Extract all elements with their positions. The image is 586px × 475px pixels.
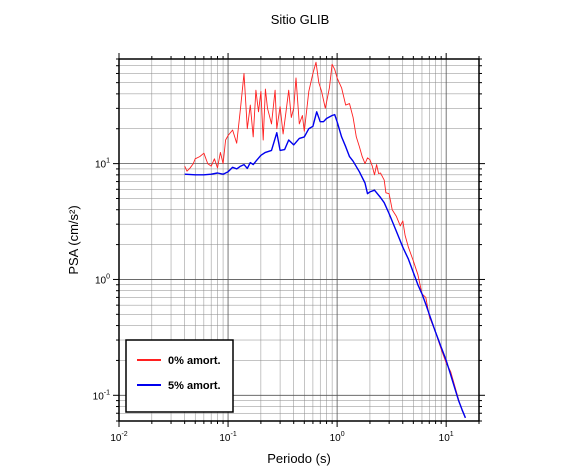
legend-label-0: 0% amort. [168, 355, 221, 367]
y-tick-label: 100 [95, 273, 110, 286]
series-line-1 [184, 111, 467, 419]
x-tick-label: 10-1 [219, 431, 236, 444]
x-tick-label: 100 [330, 431, 345, 444]
y-tick-marks [113, 58, 485, 422]
y-axis-label: PSA (cm/s²) [66, 205, 81, 274]
y-tick-label: 101 [95, 158, 110, 171]
legend-box [125, 339, 234, 413]
x-tick-label: 10-2 [110, 431, 127, 444]
chart-title: Sitio GLIB [271, 12, 330, 27]
x-axis-label: Periodo (s) [267, 451, 331, 466]
y-tick-label-group: 10-1 100 101 [93, 158, 110, 403]
legend-label-1: 5% amort. [168, 380, 221, 392]
legend: 0% amort. 5% amort. [125, 339, 234, 413]
x-tick-label-group: 10-2 10-1 100 101 [110, 431, 453, 444]
series-group [184, 61, 467, 419]
series-line-0 [184, 61, 466, 418]
x-tick-label: 101 [439, 431, 454, 444]
plot-frame [118, 58, 480, 422]
y-tick-label: 10-1 [93, 389, 110, 402]
